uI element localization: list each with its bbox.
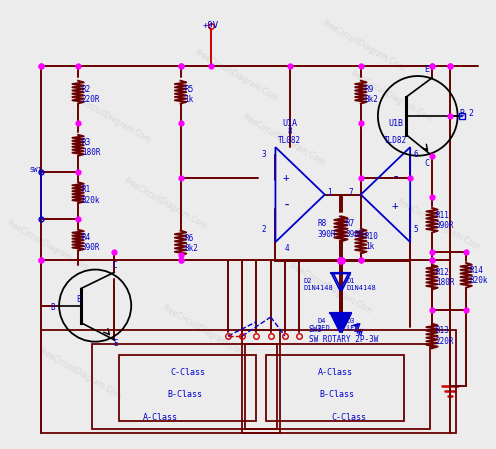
Text: FreeCircuitDiagram.Com: FreeCircuitDiagram.Com: [395, 197, 481, 252]
Bar: [266, 355, 404, 421]
Text: TL082: TL082: [278, 136, 301, 145]
Text: E: E: [76, 295, 81, 304]
Text: R14
820k: R14 820k: [470, 266, 489, 285]
Text: TLD82: TLD82: [384, 136, 408, 145]
Text: SW3
SW ROTARY 2P-3W: SW3 SW ROTARY 2P-3W: [309, 325, 378, 344]
Text: R2
220R: R2 220R: [82, 84, 100, 104]
Text: D1
D1N4148: D1 D1N4148: [347, 278, 376, 291]
Text: FreeCircuitDiagram.Com: FreeCircuitDiagram.Com: [320, 18, 406, 73]
Text: FreeCircuitDiagram.Com: FreeCircuitDiagram.Com: [193, 48, 279, 103]
Text: FreeCircuitDiagram.Com: FreeCircuitDiagram.Com: [4, 218, 90, 273]
Text: -: -: [391, 171, 400, 185]
Text: C-Class: C-Class: [171, 368, 206, 377]
Bar: [41, 330, 280, 433]
Bar: [245, 343, 430, 429]
Text: 5: 5: [413, 225, 418, 234]
Text: R8
390R: R8 390R: [317, 219, 336, 239]
Text: U1A: U1A: [282, 119, 297, 128]
Text: B-Class: B-Class: [319, 390, 355, 399]
Text: 7: 7: [349, 188, 353, 197]
Text: B: B: [51, 303, 56, 312]
Bar: [92, 343, 277, 429]
Text: 2: 2: [261, 225, 266, 234]
Polygon shape: [330, 313, 350, 332]
Text: R9
8k2: R9 8k2: [365, 84, 378, 104]
Text: R1
820k: R1 820k: [82, 185, 100, 205]
Text: E: E: [113, 339, 118, 348]
Text: FreeCircuitDiagram.Com: FreeCircuitDiagram.Com: [160, 304, 246, 358]
Text: B-Class: B-Class: [168, 390, 203, 399]
Text: C: C: [113, 260, 118, 269]
Text: R5
1k: R5 1k: [185, 84, 193, 104]
Text: R12
180R: R12 180R: [436, 268, 454, 287]
Text: 8: 8: [287, 127, 292, 136]
Text: FreeCircuitDiagram.Com: FreeCircuitDiagram.Com: [348, 69, 434, 124]
Text: A-Class: A-Class: [318, 368, 353, 377]
Text: A-Class: A-Class: [143, 413, 178, 422]
Text: E: E: [425, 65, 430, 74]
Text: FreeCircuitDiagram.Com: FreeCircuitDiagram.Com: [240, 112, 326, 167]
Text: 1: 1: [328, 188, 332, 197]
Text: R11
390R: R11 390R: [436, 211, 454, 230]
Text: FreeCircuitDiagram.Com: FreeCircuitDiagram.Com: [38, 346, 124, 401]
Text: 2: 2: [468, 109, 473, 118]
Text: R3
180R: R3 180R: [82, 138, 100, 157]
Text: FreeCircuitDiagram.Com: FreeCircuitDiagram.Com: [287, 261, 373, 316]
Text: D4
LED: D4 LED: [317, 318, 330, 331]
Polygon shape: [332, 313, 351, 332]
Text: 6: 6: [413, 150, 418, 159]
Text: R7
390R: R7 390R: [346, 219, 364, 239]
Bar: [242, 330, 456, 433]
Text: U1B: U1B: [388, 119, 403, 128]
Text: C: C: [425, 158, 430, 167]
Text: FreeCircuitDiagram.Com: FreeCircuitDiagram.Com: [122, 176, 208, 231]
Text: +9V: +9V: [203, 21, 219, 30]
Text: R6
8k2: R6 8k2: [185, 233, 198, 253]
Text: B: B: [459, 109, 465, 118]
Text: +: +: [391, 201, 398, 211]
Bar: [119, 355, 256, 421]
Text: R13
220R: R13 220R: [436, 326, 454, 346]
Text: +: +: [283, 172, 290, 183]
Text: C-Class: C-Class: [331, 413, 366, 422]
Text: FreeCircuitDiagram.Com: FreeCircuitDiagram.Com: [66, 91, 152, 145]
Text: 3: 3: [261, 150, 266, 159]
Text: -: -: [283, 199, 292, 213]
Text: R10
1k: R10 1k: [365, 232, 378, 251]
Text: R4
390R: R4 390R: [82, 233, 100, 252]
Text: D2
D1N4148: D2 D1N4148: [304, 278, 334, 291]
Text: D3
LED: D3 LED: [347, 318, 359, 331]
Text: SW1: SW1: [30, 167, 43, 173]
Text: 4: 4: [285, 244, 289, 253]
